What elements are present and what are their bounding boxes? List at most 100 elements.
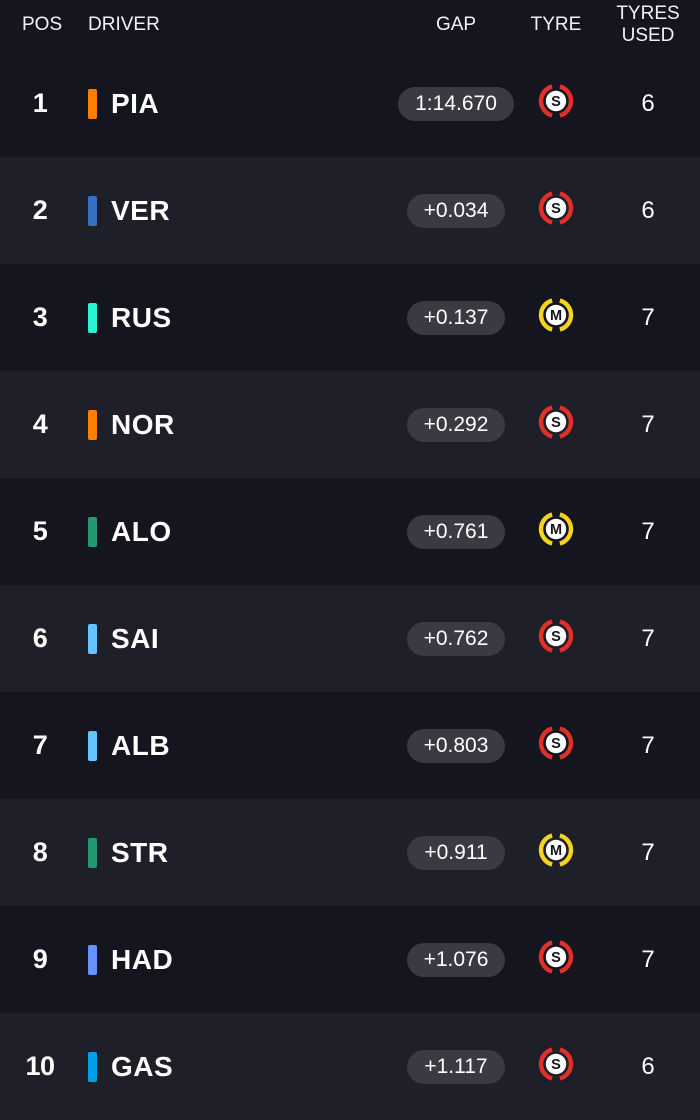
position-number: 3 xyxy=(32,302,48,332)
driver-cell: GAS xyxy=(80,1051,396,1083)
svg-text:S: S xyxy=(551,1057,561,1073)
position-number: 5 xyxy=(32,516,48,546)
driver-code: ALB xyxy=(111,729,171,761)
driver-code: HAD xyxy=(111,943,174,975)
header-gap: GAP xyxy=(435,14,477,35)
svg-text:S: S xyxy=(551,629,561,645)
gap-pill: +0.911 xyxy=(407,835,505,870)
driver-cell: PIA xyxy=(80,88,396,120)
tyres-used-count: 7 xyxy=(641,731,655,759)
gap-cell: 1:14.670 xyxy=(396,86,516,121)
position-number: 4 xyxy=(32,409,48,439)
team-color-bar xyxy=(88,623,97,654)
team-color-bar xyxy=(88,409,97,440)
gap-cell: +0.292 xyxy=(396,407,516,442)
tyres-used-count: 6 xyxy=(641,1052,655,1080)
tyre-icon-soft: S xyxy=(538,83,574,124)
svg-text:S: S xyxy=(551,201,561,217)
driver-code: ALO xyxy=(111,515,172,547)
tyres-used-count: 7 xyxy=(641,410,655,438)
tyre-cell: S xyxy=(516,404,596,445)
tyre-cell: S xyxy=(516,725,596,766)
team-color-bar xyxy=(88,195,97,226)
driver-code: GAS xyxy=(111,1050,174,1082)
gap-pill: +0.803 xyxy=(406,728,506,763)
gap-pill: +0.761 xyxy=(406,514,506,549)
driver-row[interactable]: 2 VER +0.034 S 6 xyxy=(0,157,700,264)
position-number: 9 xyxy=(32,944,48,974)
team-color-bar xyxy=(88,944,97,975)
svg-text:S: S xyxy=(551,415,561,431)
driver-cell: NOR xyxy=(80,409,396,441)
team-color-bar xyxy=(88,1051,97,1082)
tyres-used-count: 7 xyxy=(641,517,655,545)
tyres-used-count: 6 xyxy=(641,196,655,224)
svg-text:M: M xyxy=(550,843,562,859)
driver-cell: ALB xyxy=(80,730,396,762)
tyre-icon-soft: S xyxy=(538,1046,574,1087)
gap-pill: +1.117 xyxy=(407,1049,505,1084)
gap-cell: +0.761 xyxy=(396,514,516,549)
gap-cell: +1.076 xyxy=(396,942,516,977)
driver-cell: ALO xyxy=(80,516,396,548)
position-number: 10 xyxy=(25,1051,55,1081)
leaderboard-header: POS DRIVER GAP TYRE TYRES USED xyxy=(0,0,700,50)
tyre-cell: M xyxy=(516,832,596,873)
driver-cell: VER xyxy=(80,195,396,227)
tyre-cell: M xyxy=(516,297,596,338)
driver-row[interactable]: 7 ALB +0.803 S 7 xyxy=(0,692,700,799)
tyre-icon-soft: S xyxy=(538,190,574,231)
svg-text:S: S xyxy=(551,950,561,966)
position-number: 1 xyxy=(32,88,48,118)
tyre-cell: S xyxy=(516,939,596,980)
driver-cell: STR xyxy=(80,837,396,869)
position-number: 2 xyxy=(32,195,48,225)
header-pos: POS xyxy=(22,14,63,35)
driver-row[interactable]: 4 NOR +0.292 S 7 xyxy=(0,371,700,478)
gap-cell: +0.803 xyxy=(396,728,516,763)
gap-pill: +1.076 xyxy=(406,942,506,977)
driver-row[interactable]: 10 GAS +1.117 S 6 xyxy=(0,1013,700,1120)
driver-row[interactable]: 8 STR +0.911 M 7 xyxy=(0,799,700,906)
team-color-bar xyxy=(88,730,97,761)
gap-cell: +0.762 xyxy=(396,621,516,656)
driver-code: NOR xyxy=(111,408,175,440)
tyres-used-count: 7 xyxy=(641,838,655,866)
driver-row[interactable]: 5 ALO +0.761 M 7 xyxy=(0,478,700,585)
tyre-icon-medium: M xyxy=(538,297,574,338)
gap-pill: +0.034 xyxy=(406,193,506,228)
tyre-icon-soft: S xyxy=(538,618,574,659)
position-number: 8 xyxy=(32,837,48,867)
driver-row[interactable]: 1 PIA 1:14.670 S 6 xyxy=(0,50,700,157)
team-color-bar xyxy=(88,516,97,547)
gap-pill: +0.137 xyxy=(406,300,506,335)
driver-rows: 1 PIA 1:14.670 S 6 2 VER +0.034 S 6 3 RU… xyxy=(0,50,700,1120)
driver-row[interactable]: 3 RUS +0.137 M 7 xyxy=(0,264,700,371)
gap-cell: +0.137 xyxy=(396,300,516,335)
svg-text:M: M xyxy=(550,522,562,538)
tyre-icon-medium: M xyxy=(538,511,574,552)
gap-pill: 1:14.670 xyxy=(398,86,514,121)
team-color-bar xyxy=(88,302,97,333)
gap-cell: +0.034 xyxy=(396,193,516,228)
tyre-icon-medium: M xyxy=(538,832,574,873)
position-number: 7 xyxy=(32,730,48,760)
gap-pill: +0.292 xyxy=(406,407,506,442)
driver-code: RUS xyxy=(111,301,172,333)
tyres-used-count: 6 xyxy=(641,89,655,117)
driver-code: SAI xyxy=(111,622,160,654)
driver-row[interactable]: 9 HAD +1.076 S 7 xyxy=(0,906,700,1013)
driver-code: VER xyxy=(111,194,171,226)
driver-row[interactable]: 6 SAI +0.762 S 7 xyxy=(0,585,700,692)
tyre-cell: S xyxy=(516,618,596,659)
driver-cell: RUS xyxy=(80,302,396,334)
driver-cell: SAI xyxy=(80,623,396,655)
gap-pill: +0.762 xyxy=(406,621,506,656)
driver-cell: HAD xyxy=(80,944,396,976)
gap-cell: +1.117 xyxy=(396,1049,516,1084)
position-number: 6 xyxy=(32,623,48,653)
driver-code: STR xyxy=(111,836,169,868)
header-tyres-used: TYRES USED xyxy=(616,2,680,46)
tyre-cell: S xyxy=(516,83,596,124)
svg-text:M: M xyxy=(550,308,562,324)
